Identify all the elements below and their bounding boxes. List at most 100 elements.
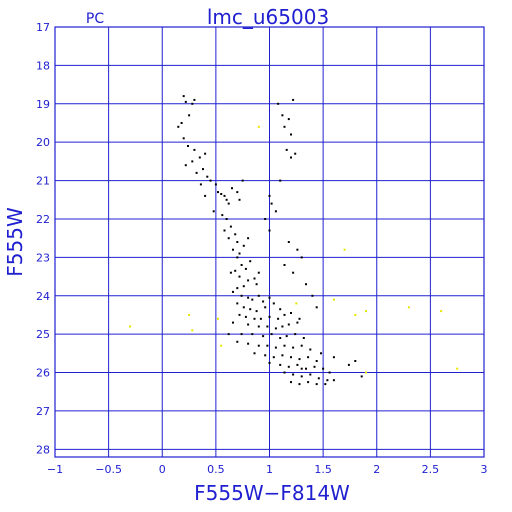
star-point [241,179,244,182]
star-point [332,356,335,359]
star-point [180,122,183,124]
star-point [225,218,228,220]
star-point [236,256,239,259]
y-axis-label: F555W [3,207,27,277]
star-point [281,354,284,357]
star-point [290,312,292,314]
star-point [268,229,271,232]
star-point [227,333,230,336]
star-point [326,379,329,382]
y-tick-label: 23 [36,251,50,264]
star-point [407,306,410,309]
star-point [268,315,271,318]
star-point [290,381,292,384]
star-point [305,367,307,370]
star-point [281,114,284,117]
star-point [257,271,260,274]
star-point [315,383,318,386]
star-point [279,179,282,182]
star-point [365,371,367,374]
star-point [309,373,312,376]
star-point [223,194,226,197]
star-point [220,193,223,195]
chart-title: lmc_u65003 [207,5,329,29]
y-tick-label: 18 [36,59,50,72]
star-point [354,360,357,362]
star-point [302,337,305,339]
y-tick-label: 28 [36,443,50,456]
star-point [242,285,245,288]
star-point [251,298,254,301]
star-point [300,375,303,378]
star-point [129,325,132,328]
y-tick-label: 27 [36,405,50,418]
star-point [227,237,230,240]
star-point [279,337,282,339]
star-point [274,346,277,349]
star-point [187,145,189,147]
star-point [292,98,295,101]
star-point [238,252,241,255]
star-point [229,225,232,228]
star-point [300,344,303,347]
y-tick-labels: 17 18 19 20 21 22 23 24 25 26 27 28 [36,21,50,456]
star-point [212,210,215,213]
star-point [234,269,237,272]
star-point [287,323,290,326]
star-point [264,306,267,309]
star-point [317,377,320,380]
star-point [274,210,277,213]
star-point [221,214,224,217]
star-point [188,114,191,117]
star-point [247,342,250,345]
star-point [188,313,191,316]
star-point [234,233,237,236]
star-point [214,183,217,186]
star-point [242,244,245,247]
star-point [191,160,194,163]
star-point [292,271,295,274]
star-point [292,346,295,349]
star-point [204,152,207,155]
y-tick-label: 24 [36,290,50,303]
star-point [177,125,180,128]
star-point [315,360,318,362]
star-point [262,300,265,303]
x-tick-label: 0.5 [207,463,225,476]
star-point [296,248,299,251]
x-tick-label: −0.5 [95,463,122,476]
star-point [279,363,282,366]
star-point [195,171,198,174]
star-point [240,333,243,336]
star-point [277,102,280,105]
star-point [290,133,292,136]
star-point [324,383,327,386]
star-point [209,179,212,182]
y-tick-label: 20 [36,136,50,149]
star-point [255,283,258,286]
y-tick-label: 19 [36,98,50,111]
star-point [290,356,292,359]
star-point [292,373,295,376]
star-point [272,302,275,305]
star-point [320,352,322,355]
star-point [238,313,241,316]
star-point [272,356,275,359]
y-tick-label: 17 [36,21,50,34]
star-point [311,294,314,297]
data-points [129,95,459,386]
star-point [253,277,256,280]
x-tick-label: 2 [373,463,380,476]
star-point [227,202,230,205]
star-point [354,313,357,316]
star-point [242,306,245,309]
x-tick-labels: −1 −0.5 0 0.5 1 1.5 2 2.5 3 [47,463,488,476]
y-tick-label: 26 [36,367,50,380]
star-point [300,256,303,259]
star-point [247,296,250,299]
star-point [236,340,239,343]
star-point [307,356,310,359]
star-point [283,313,286,316]
